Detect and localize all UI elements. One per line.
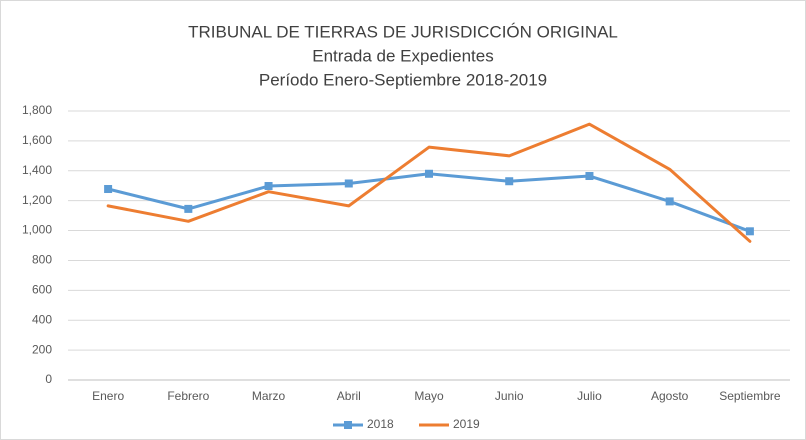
marker — [264, 182, 273, 191]
y-tick-label: 200 — [32, 342, 52, 356]
y-tick-label: 1,000 — [22, 223, 52, 237]
x-tick-label: Enero — [92, 389, 124, 403]
x-tick-label: Junio — [495, 389, 524, 403]
y-tick-label: 1,600 — [22, 133, 52, 147]
marker — [184, 204, 193, 213]
x-tick-label: Marzo — [252, 389, 286, 403]
marker — [425, 169, 433, 178]
y-tick-label: 1,400 — [22, 163, 52, 177]
y-tick-label: 1,200 — [22, 193, 52, 207]
y-tick-label: 600 — [32, 283, 52, 297]
marker — [344, 179, 353, 188]
y-tick-label: 400 — [32, 312, 52, 326]
x-tick-label: Agosto — [651, 389, 689, 403]
legend-label: 2019 — [453, 417, 480, 431]
y-tick-label: 800 — [32, 253, 52, 267]
legend-marker — [344, 421, 352, 429]
y-tick-label: 1,800 — [22, 103, 52, 117]
chart-title: TRIBUNAL DE TIERRAS DE JURISDICCIÓN ORIG… — [188, 22, 618, 41]
y-tick-label: 0 — [45, 372, 52, 386]
marker — [745, 227, 754, 236]
marker — [585, 172, 594, 181]
marker — [104, 185, 113, 194]
x-tick-label: Abril — [337, 389, 361, 403]
marker — [665, 197, 674, 206]
x-tick-label: Septiembre — [719, 389, 781, 403]
chart-subtitle: Entrada de Expedientes — [312, 46, 493, 65]
marker — [505, 177, 514, 186]
legend-label: 2018 — [367, 417, 394, 431]
chart-subtitle: Período Enero-Septiembre 2018-2019 — [259, 70, 547, 89]
x-tick-label: Mayo — [414, 389, 444, 403]
series-line — [106, 122, 752, 243]
x-tick-label: Julio — [577, 389, 602, 403]
x-tick-label: Febrero — [167, 389, 209, 403]
